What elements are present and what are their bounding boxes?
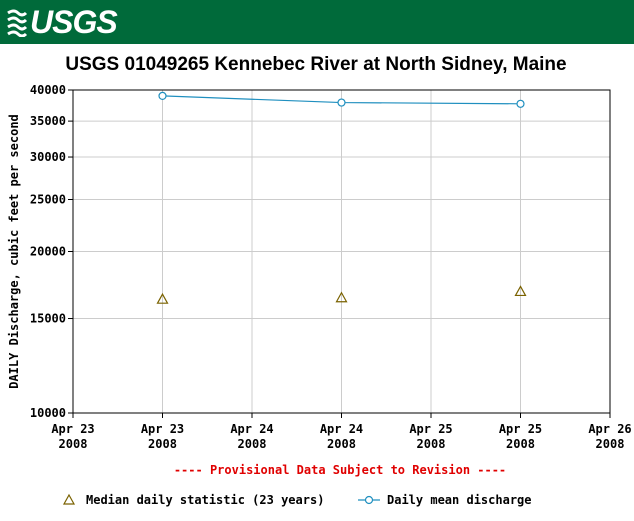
legend-label: Daily mean discharge (387, 493, 532, 507)
chart-title: USGS 01049265 Kennebec River at North Si… (65, 54, 566, 75)
series (156, 91, 527, 304)
x-tick-label: Apr 24 (320, 422, 363, 436)
usgs-logo-text: USGS (30, 4, 118, 40)
data-point (156, 292, 169, 304)
data-point (516, 99, 525, 108)
discharge-chart: USGS 01049265 Kennebec River at North Si… (7, 54, 632, 507)
x-tick-label-year: 2008 (506, 437, 535, 451)
usgs-banner: USGS (0, 0, 634, 44)
axis-ticks: 10000 15000 20000 25000 30000 35000 40000 Apr 2… (30, 83, 632, 451)
x-tick-label: Apr 26 (588, 422, 631, 436)
x-tick-label: Apr 25 (499, 422, 542, 436)
y-axis-label: DAILY Discharge, cubic feet per second (7, 114, 21, 389)
x-tick-label-year: 2008 (238, 437, 267, 451)
y-tick-label: 25000 (30, 193, 66, 207)
data-point (337, 98, 346, 107)
x-tick-label-year: 2008 (417, 437, 446, 451)
legend-triangle-icon (62, 493, 76, 505)
usgs-logo[interactable]: USGS (6, 4, 118, 40)
usgs-wave-icon (7, 9, 28, 37)
legend-item: Daily mean discharge (358, 493, 532, 507)
data-point (514, 285, 527, 297)
provisional-note: ---- Provisional Data Subject to Revisio… (174, 463, 506, 477)
y-tick-label: 35000 (30, 114, 66, 128)
y-tick-label: 20000 (30, 245, 66, 259)
grid (73, 90, 610, 413)
data-point (335, 291, 348, 303)
x-tick-label-year: 2008 (327, 437, 356, 451)
x-tick-label: Apr 23 (51, 422, 94, 436)
series-daily-mean (158, 91, 525, 108)
x-tick-label: Apr 24 (230, 422, 273, 436)
legend: Median daily statistic (23 years) Daily m… (62, 493, 532, 507)
legend-circle-icon (364, 495, 374, 505)
x-tick-label-year: 2008 (596, 437, 625, 451)
legend-label: Median daily statistic (23 years) (86, 493, 324, 507)
x-tick-label-year: 2008 (59, 437, 88, 451)
y-tick-label: 30000 (30, 150, 66, 164)
y-tick-label: 10000 (30, 406, 66, 420)
legend-item: Median daily statistic (23 years) (62, 493, 324, 507)
data-point (158, 91, 167, 100)
x-tick-label: Apr 25 (409, 422, 452, 436)
x-tick-label: Apr 23 (141, 422, 184, 436)
x-tick-label-year: 2008 (148, 437, 177, 451)
y-tick-label: 15000 (30, 312, 66, 326)
y-tick-label: 40000 (30, 83, 66, 97)
series-median (156, 285, 527, 304)
